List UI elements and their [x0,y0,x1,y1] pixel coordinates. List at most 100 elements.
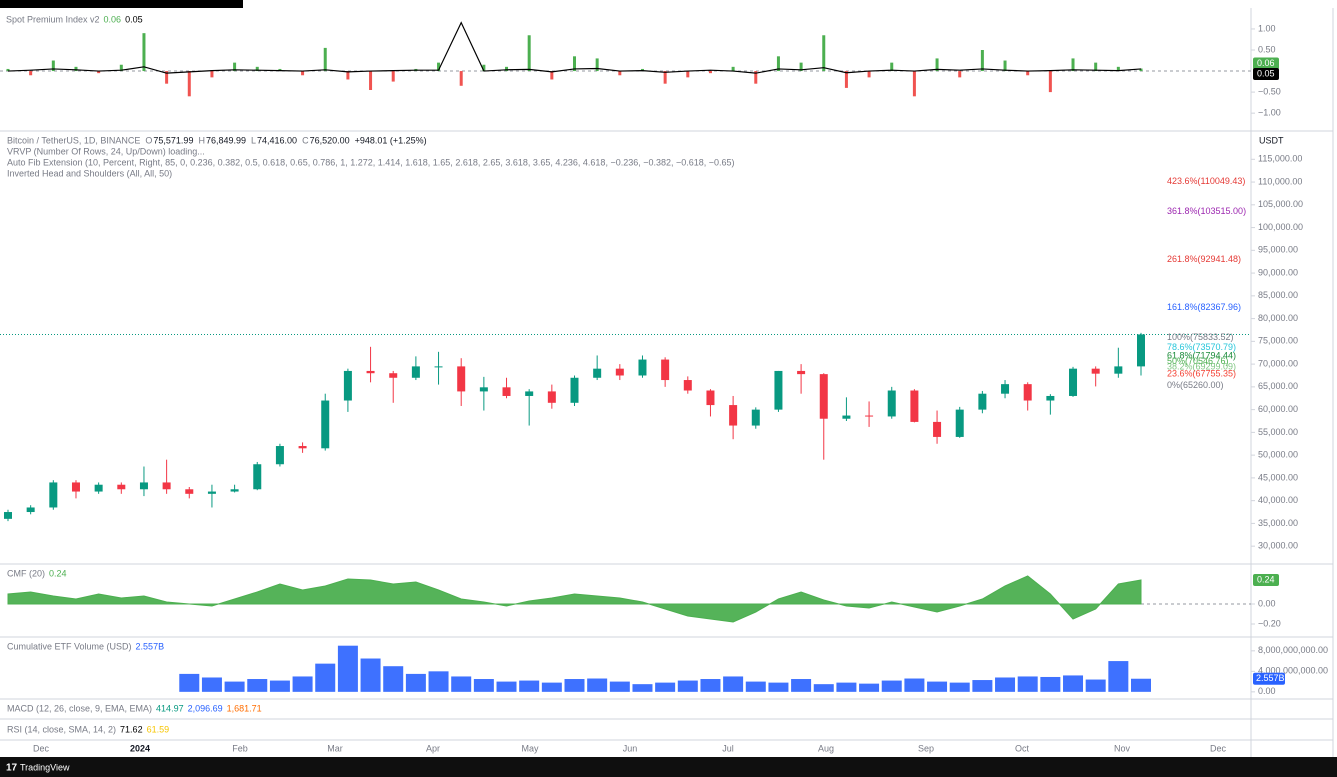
etf-bar [1085,679,1106,692]
etf-bar [972,680,993,692]
candle-body [389,373,398,378]
time-label: Oct [1015,743,1030,753]
etf-bar [451,676,472,692]
etf-bar [269,680,290,692]
fib-label: 161.8%(82367.96) [1167,302,1241,312]
y-tick-label: 115,000.00 [1258,154,1302,164]
candle-body [706,390,715,406]
premium-bar [844,71,848,88]
badge-box [1253,57,1279,70]
etf-bar [201,677,222,692]
premium-line [7,21,1142,74]
candle-body [479,387,488,392]
premium-bar [980,50,984,72]
price-change: +948.01 (+1.25%) [355,135,427,145]
etf-bar [745,681,766,692]
ohlc-value: 74,416.00 [257,135,297,145]
y-tick-label: 110,000.00 [1258,176,1302,186]
price-badge: 0.06 [1253,57,1279,70]
premium-bar [1116,66,1120,72]
rsi-readout: 71.62 [120,724,143,734]
etf-bar [1040,676,1061,692]
top-strip [0,0,243,8]
y-tick-label: 95,000.00 [1258,245,1298,255]
premium-bar [527,35,531,72]
time-label: Apr [426,743,440,753]
etf-bar [791,679,812,692]
badge-label: 2.557B [1256,673,1285,683]
candle-body [1137,334,1145,367]
premium-bar [1094,62,1098,72]
fib-label: 50%(70546.76) [1167,356,1229,366]
y-tick-label: 80,000.00 [1258,313,1298,323]
time-label: May [521,743,539,753]
badge-box [1253,672,1285,685]
premium-bar [595,58,599,72]
premium-bar [6,68,10,72]
y-tick-label: 35,000.00 [1258,518,1298,528]
fib-label: 23.6%(67755.35) [1167,369,1236,379]
etf-bar [1063,675,1084,692]
candle-body [797,370,806,375]
candle-body [298,446,307,449]
study-label: Auto Fib Extension (10, Percent, Right, … [7,157,735,167]
y-tick-label: −1.00 [1258,108,1281,118]
cmf-title: CMF (20) [7,568,45,578]
y-tick-label: 0.50 [1258,44,1276,54]
premium-bar [119,64,123,72]
candle-body [729,405,738,426]
premium-bar [278,68,282,72]
fib-label: 261.8%(92941.48) [1167,254,1241,264]
candle-body [661,359,670,381]
candle-body [1091,368,1100,374]
badge-box [1253,574,1279,586]
premium-bar [822,35,826,72]
premium-bar [437,62,441,72]
premium-bar [686,71,690,78]
etf-bar [496,681,517,692]
ohlc-value: 75,571.99 [153,135,193,145]
candle-body [49,482,58,508]
macd-title: MACD (12, 26, close, 9, EMA, EMA) [7,703,152,713]
premium-bar [505,66,509,72]
etf-bar [700,679,721,692]
candle-body [615,368,624,376]
premium-bar [1048,71,1052,93]
etf-bar [1108,661,1129,692]
ohlc-key: L [251,135,256,145]
etf-bar [949,682,970,692]
premium-bar [346,71,350,80]
etf-title: Cumulative ETF Volume (USD) [7,641,132,651]
y-tick-label: 30,000.00 [1258,541,1298,551]
rsi-title: RSI (14, close, SMA, 14, 2) [7,724,116,734]
y-tick-label: 90,000.00 [1258,267,1298,277]
study-label: VRVP (Number Of Rows, 24, Up/Down) loadi… [7,146,205,156]
price-badge: 2.557B [1253,672,1285,685]
premium-bar [482,64,486,72]
time-label: Dec [1210,743,1227,753]
candle-body [502,387,511,396]
premium-bar [1026,71,1030,76]
candle-body [978,393,987,410]
candle-body [207,491,216,494]
premium-bar [754,71,758,84]
candle-body [842,415,851,419]
y-tick-label: −0.50 [1258,86,1281,96]
premium-title: Spot Premium Index v2 [6,14,100,24]
premium-bar [301,71,305,76]
premium-bar [459,71,463,86]
premium-bar [29,71,33,76]
premium-bar [1003,60,1007,72]
candle-body [185,489,194,494]
premium-bar [142,33,146,72]
candle-body [683,380,692,391]
y-tick-label: 45,000.00 [1258,472,1298,482]
time-label: Feb [232,743,248,753]
etf-bar [836,682,857,692]
y-tick-label: 100,000.00 [1258,222,1303,232]
badge-label: 0.05 [1257,68,1275,78]
premium-bar [1071,58,1075,72]
macd-readout: 2,096.69 [188,703,223,713]
y-tick-label: 85,000.00 [1258,290,1298,300]
